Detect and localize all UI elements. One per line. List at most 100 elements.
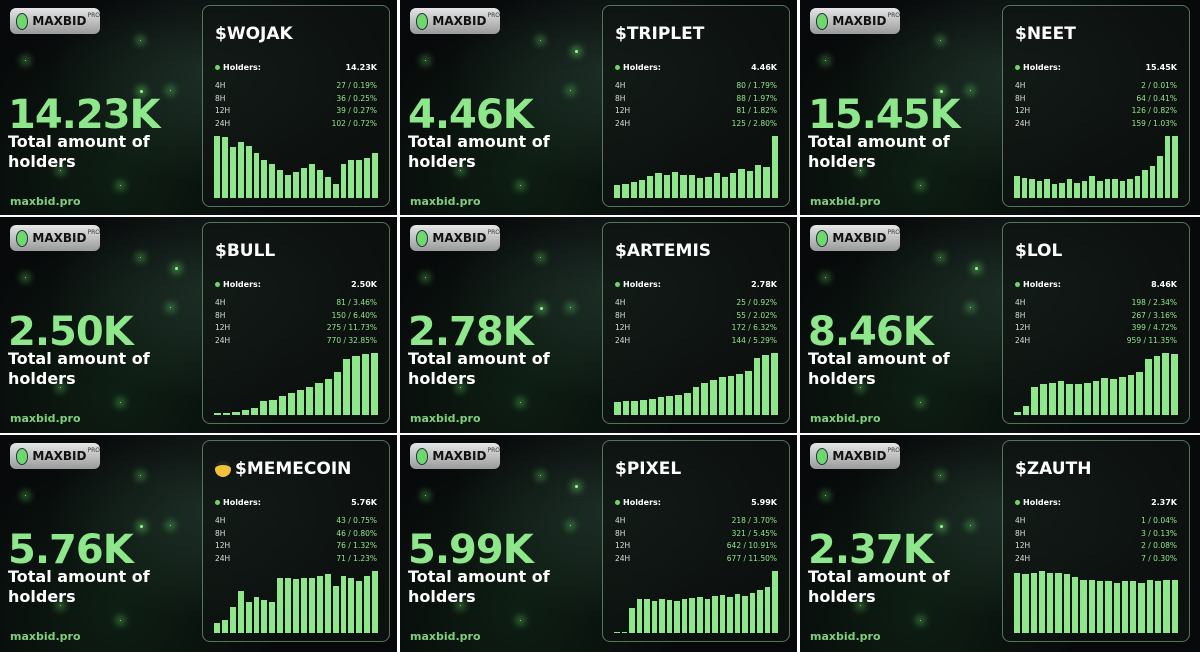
sparkle bbox=[940, 525, 943, 528]
bar bbox=[1040, 384, 1047, 415]
star bbox=[170, 525, 171, 526]
bar bbox=[245, 601, 252, 633]
stats-panel: $BULL Holders: 2.50K 4H 81 / 3.46% 8H 150 / 6.… bbox=[202, 222, 390, 424]
star bbox=[540, 40, 541, 41]
card: MAXBID PRO 2.78K Total amount of holders max… bbox=[400, 217, 797, 433]
stat-value: 81 / 3.46% bbox=[336, 298, 377, 307]
bar bbox=[1047, 572, 1054, 633]
logo-icon bbox=[816, 229, 829, 247]
period: 12H bbox=[215, 541, 231, 550]
star bbox=[425, 495, 426, 496]
bar bbox=[727, 597, 733, 633]
bar bbox=[1157, 155, 1163, 198]
period: 12H bbox=[215, 106, 231, 115]
bar bbox=[745, 370, 752, 415]
total-holders: 2.50K bbox=[8, 309, 134, 355]
bar bbox=[221, 137, 228, 198]
sparkle bbox=[940, 90, 943, 93]
caption: Total amount of holders bbox=[808, 567, 950, 606]
bar bbox=[214, 136, 220, 198]
period: 12H bbox=[1015, 106, 1031, 115]
bar bbox=[269, 163, 276, 198]
star bbox=[970, 307, 971, 308]
bar bbox=[1029, 179, 1035, 198]
site: maxbid.pro bbox=[410, 630, 481, 643]
bar bbox=[1121, 581, 1129, 633]
bar bbox=[771, 353, 778, 415]
token: $WOJAK bbox=[215, 24, 293, 44]
bar bbox=[683, 392, 691, 415]
bar bbox=[300, 167, 307, 198]
total-holders: 8.46K bbox=[808, 309, 934, 355]
logo: MAXBID PRO bbox=[410, 443, 500, 469]
logo-icon bbox=[16, 447, 29, 465]
bar bbox=[666, 396, 674, 415]
sparkle bbox=[175, 267, 178, 270]
bar bbox=[622, 401, 630, 415]
stat-value: 2 / 0.01% bbox=[1141, 81, 1177, 90]
caption: Total amount of holders bbox=[8, 132, 150, 171]
bar bbox=[237, 141, 244, 198]
bar bbox=[734, 593, 741, 633]
stat-value: 267 / 3.16% bbox=[1131, 310, 1177, 320]
period: 24H bbox=[615, 553, 631, 563]
stat-value: 43 / 0.75% bbox=[336, 516, 377, 525]
star bbox=[920, 185, 921, 186]
stat-value: 126 / 0.82% bbox=[1131, 106, 1177, 115]
bar bbox=[1142, 170, 1148, 198]
brand: MAXBID bbox=[432, 14, 487, 28]
bar bbox=[688, 175, 695, 198]
bar bbox=[629, 608, 635, 633]
period: 12H bbox=[1015, 541, 1031, 550]
star bbox=[860, 605, 861, 606]
logo-icon bbox=[416, 229, 429, 247]
period: 8H bbox=[615, 528, 626, 538]
period: 24H bbox=[215, 335, 231, 345]
stat-value: 399 / 4.72% bbox=[1131, 323, 1177, 332]
bar bbox=[1092, 380, 1100, 415]
bar bbox=[681, 598, 688, 633]
bar bbox=[285, 577, 292, 633]
sparkle bbox=[575, 485, 578, 488]
holders-label: Holders: bbox=[1015, 63, 1061, 72]
bar bbox=[663, 175, 671, 198]
bar bbox=[689, 598, 696, 633]
bar bbox=[241, 410, 249, 415]
token-name: $ZAUTH bbox=[1015, 459, 1092, 479]
card: MAXBID PRO 8.46K Total amount of holders max… bbox=[800, 217, 1200, 433]
period: 8H bbox=[215, 310, 226, 320]
holders-label: Holders: bbox=[615, 63, 661, 72]
bar bbox=[675, 394, 682, 415]
bar bbox=[614, 402, 621, 415]
holders-value: 2.78K bbox=[751, 280, 777, 289]
logo: MAXBID PRO bbox=[810, 8, 900, 34]
bar bbox=[1164, 136, 1171, 198]
holders-value: 15.45K bbox=[1145, 63, 1177, 72]
star bbox=[970, 90, 971, 91]
badge: PRO bbox=[887, 229, 900, 236]
bar bbox=[229, 606, 236, 633]
star bbox=[825, 495, 826, 496]
star bbox=[140, 475, 141, 476]
stats-panel: $LOL Holders: 8.46K 4H 198 / 2.34% 8H 267 / 3.… bbox=[1002, 222, 1190, 424]
card: MAXBID PRO 15.45K Total amount of holders ma… bbox=[800, 0, 1200, 215]
bar bbox=[1113, 583, 1120, 633]
bar bbox=[277, 577, 284, 633]
caption: Total amount of holders bbox=[408, 349, 550, 388]
bar bbox=[614, 631, 620, 633]
bar bbox=[269, 601, 276, 633]
bar bbox=[655, 173, 662, 198]
bar bbox=[1134, 176, 1141, 198]
bar bbox=[348, 577, 355, 633]
bar-chart bbox=[1014, 353, 1178, 415]
sparkle bbox=[140, 525, 143, 528]
logo: MAXBID PRO bbox=[410, 225, 500, 251]
bar bbox=[1063, 574, 1071, 633]
bar bbox=[1110, 379, 1117, 415]
logo-icon bbox=[416, 12, 429, 30]
stat-value: 159 / 1.03% bbox=[1131, 118, 1177, 128]
bar bbox=[1014, 572, 1021, 633]
bar bbox=[324, 379, 332, 415]
period: 8H bbox=[615, 93, 626, 103]
